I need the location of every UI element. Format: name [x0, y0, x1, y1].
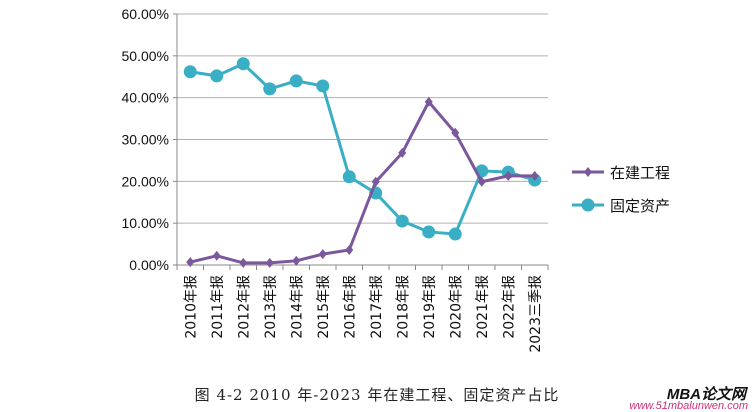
- y-tick-label: 40.00%: [122, 90, 169, 106]
- legend-label: 固定资产: [610, 197, 670, 215]
- data-point: [210, 69, 224, 83]
- data-point: [186, 257, 195, 268]
- data-point: [422, 225, 436, 239]
- series-line-1: [190, 61, 536, 236]
- x-tick-label: 2017年报: [369, 275, 385, 339]
- y-tick-label: 20.00%: [122, 173, 169, 189]
- data-point: [265, 257, 274, 268]
- legend-label: 在建工程: [610, 164, 670, 182]
- x-tick-label: 2018年报: [395, 275, 411, 339]
- x-tick-label: 2019年报: [422, 275, 438, 339]
- data-point: [342, 170, 356, 184]
- legend-marker: [581, 198, 595, 212]
- data-point: [236, 57, 250, 71]
- data-point: [263, 82, 277, 96]
- data-point: [345, 244, 354, 255]
- data-point: [371, 176, 380, 187]
- data-point: [398, 147, 407, 158]
- series-line-0: [189, 99, 535, 265]
- data-point: [316, 79, 330, 93]
- y-tick-label: 50.00%: [122, 48, 169, 64]
- data-point: [448, 227, 462, 241]
- x-tick-label: 2010年报: [183, 275, 199, 339]
- data-point: [504, 170, 513, 181]
- data-point: [289, 74, 303, 88]
- x-tick-label: 2015年报: [316, 275, 332, 339]
- y-tick-label: 10.00%: [122, 215, 169, 231]
- figure-caption: 图 4-2 2010 年-2023 年在建工程、固定资产占比: [194, 386, 560, 404]
- watermark-url: www.51mbalunwen.com: [629, 400, 748, 412]
- legend-marker: [584, 167, 592, 177]
- data-point: [318, 249, 327, 260]
- y-tick-label: 30.00%: [122, 132, 169, 148]
- watermark-title: MBA论文网: [666, 386, 746, 403]
- line-chart: 0.00% 10.00% 20.00% 30.00% 40.00% 50.00% 60.00…: [122, 6, 671, 353]
- data-point: [477, 176, 486, 187]
- data-point: [424, 96, 433, 107]
- x-tick-label: 2023三季报: [528, 275, 544, 353]
- x-tick-label: 2013年报: [263, 275, 279, 339]
- x-tick-label: 2021年报: [475, 275, 491, 339]
- x-tick-label: 2012年报: [236, 275, 252, 339]
- data-point: [292, 255, 301, 266]
- x-tick-label: 2011年报: [210, 275, 226, 339]
- data-point: [212, 250, 221, 261]
- x-tick-label: 2020年报: [448, 275, 464, 339]
- y-tick-label: 0.00%: [129, 257, 169, 273]
- x-tick-label: 2016年报: [342, 275, 358, 339]
- data-point: [395, 214, 409, 228]
- data-point: [530, 170, 539, 181]
- y-tick-label: 60.00%: [122, 6, 169, 22]
- x-tick-label: 2014年报: [289, 275, 305, 339]
- x-tick-label: 2022年报: [501, 275, 517, 339]
- data-point: [239, 257, 248, 268]
- data-point: [451, 127, 460, 138]
- data-point: [183, 65, 197, 79]
